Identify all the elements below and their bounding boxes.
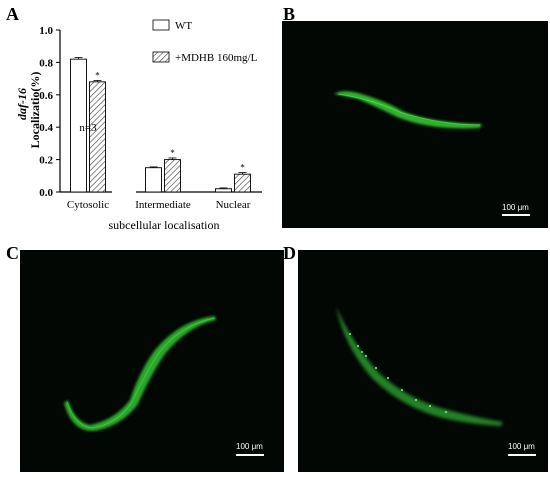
chart-labels: 0.0 0.2 0.4 0.6 0.8 1.0 * * * Cytosolic Intermedia… bbox=[39, 25, 250, 211]
sample-size-annotation: n=3 bbox=[79, 122, 97, 134]
legend-swatch-mdhb bbox=[152, 51, 170, 63]
y-tick-label: 0.6 bbox=[39, 90, 53, 102]
worm-image-d bbox=[336, 306, 503, 426]
chart-bars bbox=[70, 57, 251, 193]
y-axis-gene-label: daf-16 bbox=[15, 88, 29, 120]
scale-bar-c bbox=[236, 454, 264, 456]
significance-marker: * bbox=[170, 148, 175, 158]
panel-label-a: A bbox=[6, 4, 19, 24]
x-tick-label: Cytosolic bbox=[67, 199, 109, 211]
bar-mdhb-intermediate bbox=[164, 159, 181, 193]
x-axis-label: subcellular localisation bbox=[109, 218, 220, 232]
scale-label-d: 100 μm bbox=[508, 442, 535, 451]
y-tick-label: 0.4 bbox=[39, 122, 53, 134]
y-tick-label: 0.0 bbox=[39, 187, 53, 199]
bar-chart: 0.0 0.2 0.4 0.6 0.8 1.0 * * * Cytosolic Intermedia… bbox=[15, 19, 262, 232]
micrograph-c: 100 μm bbox=[20, 250, 284, 472]
panel-label-d: D bbox=[283, 243, 296, 263]
y-tick-label: 1.0 bbox=[39, 25, 53, 37]
y-axis-label: Localizatio(%) bbox=[28, 72, 42, 149]
worm-image-b bbox=[334, 91, 482, 129]
scale-bar-b bbox=[502, 214, 530, 216]
panel-label-b: B bbox=[283, 4, 296, 24]
y-tick-label: 0.8 bbox=[39, 57, 53, 69]
bar-wt-intermediate bbox=[145, 167, 162, 193]
legend-swatch-wt bbox=[152, 19, 170, 31]
significance-marker: * bbox=[240, 163, 245, 173]
micrograph-b: 100 μm bbox=[282, 21, 548, 228]
x-tick-label: Nuclear bbox=[216, 199, 251, 211]
chart-legend: WT +MDHB 160mg/L bbox=[152, 19, 258, 64]
worm-image-c bbox=[64, 316, 216, 432]
panel-label-c: C bbox=[6, 243, 19, 263]
bar-mdhb-cytosolic bbox=[89, 81, 106, 193]
bar-mdhb-nuclear bbox=[234, 173, 251, 193]
scale-bar-d bbox=[508, 454, 536, 456]
bar-wt-nuclear bbox=[215, 188, 232, 193]
legend-label-mdhb: +MDHB 160mg/L bbox=[175, 52, 258, 64]
legend-label-wt: WT bbox=[175, 20, 192, 32]
scale-label-b: 100 μm bbox=[502, 203, 529, 212]
significance-marker: * bbox=[95, 71, 100, 81]
micrograph-d: 100 μm bbox=[298, 250, 548, 472]
y-tick-label: 0.2 bbox=[39, 155, 53, 167]
scale-label-c: 100 μm bbox=[236, 442, 263, 451]
x-tick-label: Intermediate bbox=[135, 199, 191, 211]
